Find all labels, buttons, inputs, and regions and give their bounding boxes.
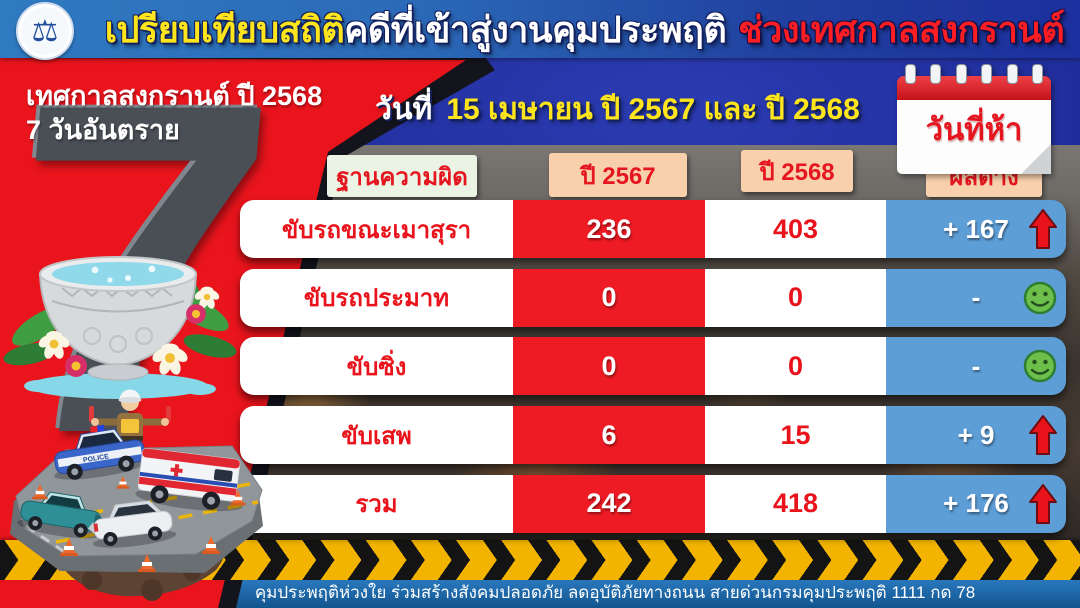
- calendar-day-label: วันที่ห้า: [925, 112, 1023, 147]
- offense-label: ขับรถประมาท: [240, 268, 513, 327]
- difference-value: + 9: [886, 406, 1066, 465]
- value-2568: 418: [705, 474, 886, 533]
- calendar-day-badge: วันที่ห้า: [897, 64, 1051, 176]
- table-row: รวม 242 418 + 176: [240, 474, 1066, 533]
- difference-value: -: [886, 268, 1066, 327]
- calendar-page: [897, 100, 1051, 174]
- value-2567: 0: [513, 337, 705, 396]
- column-header-year-2568: ปี 2568: [741, 150, 853, 192]
- value-2568: 0: [705, 268, 886, 327]
- table-row: ขับรถขณะเมาสุรา 236 403 + 167: [240, 200, 1066, 258]
- department-of-probation-logo-icon: ⚖: [16, 2, 74, 60]
- page-title: เปรียบเทียบสถิติ คดีที่เข้าสู่งานคุมประพฤ…: [92, 0, 1077, 58]
- offense-label: ขับรถขณะเมาสุรา: [240, 200, 513, 258]
- value-2567: 6: [513, 406, 705, 465]
- offense-label: ขับเสพ: [240, 406, 513, 465]
- sidebar-subtitle: 7 วันอันตราย: [26, 115, 180, 145]
- column-header-year-2567: ปี 2567: [549, 153, 687, 197]
- column-header-offense: ฐานความผิด: [327, 155, 477, 197]
- up-arrow-icon: [1029, 209, 1057, 249]
- value-2567: 242: [513, 474, 705, 533]
- calendar-fold-corner: [1021, 144, 1051, 174]
- value-2568: 15: [705, 406, 886, 465]
- calendar-binding: [897, 76, 1051, 100]
- value-2567: 236: [513, 200, 705, 258]
- smiley-icon: [1023, 350, 1057, 383]
- difference-value: + 167: [886, 200, 1066, 258]
- sidebar-title: เทศกาลสงกรานต์ ปี 2568: [26, 81, 323, 111]
- offense-label: ขับซิ่ง: [240, 337, 513, 396]
- date-subtitle-prefix: วันที่: [375, 93, 433, 126]
- value-2568: 403: [705, 200, 886, 258]
- hazard-stripe: [0, 540, 1080, 580]
- difference-value: + 176: [886, 474, 1066, 533]
- calendar-rings: [897, 64, 1051, 84]
- date-subtitle: วันที่ 15 เมษายน ปี 2567 และ ปี 2568: [345, 86, 890, 133]
- value-2568: 0: [705, 337, 886, 396]
- offense-label: รวม: [240, 474, 513, 533]
- header-band: ⚖ เปรียบเทียบสถิติ คดีที่เข้าสู่งานคุมประ…: [0, 0, 1080, 60]
- up-arrow-icon: [1029, 483, 1057, 524]
- difference-value: -: [886, 337, 1066, 396]
- table-row: ขับรถประมาท 0 0-: [240, 268, 1066, 327]
- title-part-white: คดีที่เข้าสู่งานคุมประพฤติ: [344, 8, 727, 50]
- table-rows: ขับรถขณะเมาสุรา 236 403 + 167 ขับรถประมาท 0 0…: [240, 200, 1066, 543]
- value-2567: 0: [513, 268, 705, 327]
- up-arrow-icon: [1029, 415, 1057, 456]
- table-row: ขับซิ่ง 0 0-: [240, 337, 1066, 396]
- footer-text: คุมประพฤติห่วงใย ร่วมสร้างสังคมปลอดภัย ล…: [254, 583, 976, 602]
- title-part-red: ช่วงเทศกาลสงกรานต์: [738, 8, 1065, 50]
- smiley-icon: [1023, 281, 1057, 314]
- table-row: ขับเสพ 6 15 + 9: [240, 406, 1066, 465]
- title-part-yellow: เปรียบเทียบสถิติ: [104, 8, 345, 50]
- date-subtitle-text: 15 เมษายน ปี 2567 และ ปี 2568: [446, 93, 860, 126]
